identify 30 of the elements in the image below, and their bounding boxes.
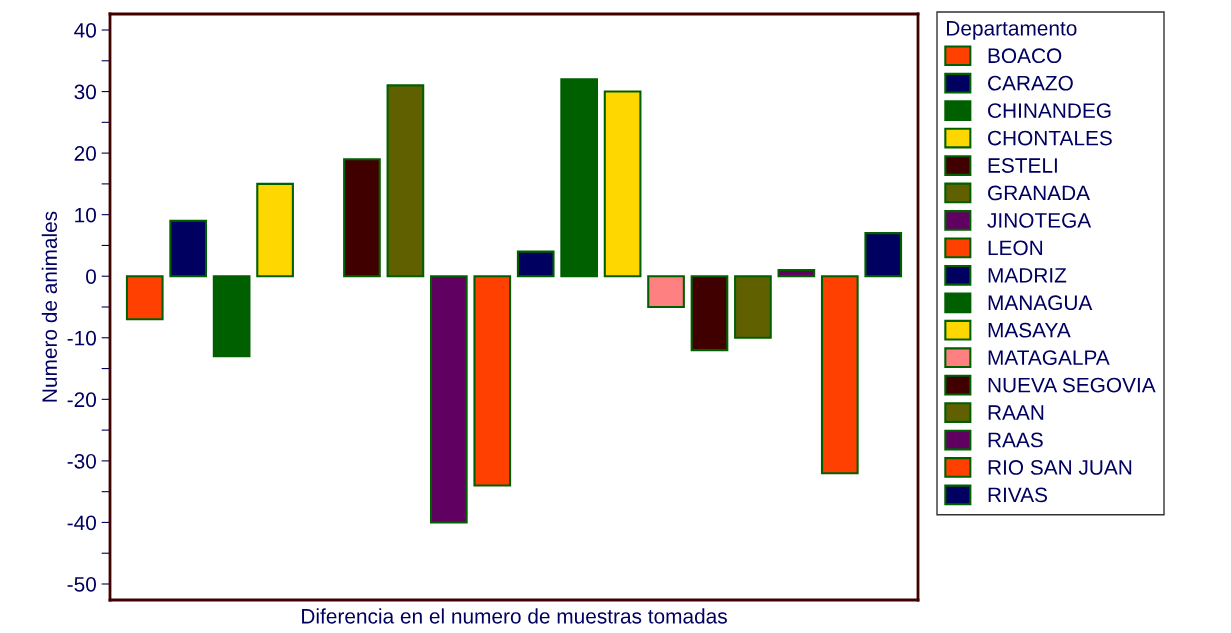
y-tick-label: 10 — [75, 207, 96, 223]
legend-label: JINOTEGA — [987, 213, 1092, 228]
legend-label: LEON — [988, 240, 1043, 256]
y-tick-label: 30 — [74, 84, 96, 100]
legend-label: ESTELI — [988, 158, 1057, 173]
legend-title: Departamento — [947, 21, 1077, 40]
legend-label: RAAN — [988, 405, 1044, 420]
legend-label: RIO SAN JUAN — [988, 460, 1132, 475]
y-tick-label: -40 — [67, 515, 96, 531]
legend-label: NUEVA SEGOVIA — [988, 377, 1156, 393]
legend-label: MATAGALPA — [988, 350, 1110, 366]
y-tick-label: -30 — [67, 453, 96, 469]
legend-label: RIVAS — [988, 487, 1048, 503]
legend-label: CHONTALES — [988, 130, 1112, 146]
legend-label: GRANADA — [988, 185, 1090, 201]
legend-label: CHINANDEG — [988, 103, 1111, 118]
y-tick-label: 0 — [86, 269, 96, 284]
x-axis-title: Diferencia en el numero de muestras tomadas — [302, 608, 727, 624]
legend-label: RAAS — [988, 432, 1043, 448]
legend-label: CARAZO — [988, 75, 1073, 91]
y-tick-label: 20 — [74, 146, 96, 161]
legend-label: MANAGUA — [988, 295, 1093, 311]
y-axis-title: Numero de animales — [41, 211, 58, 402]
y-tick-label: 40 — [74, 23, 96, 38]
y-tick-label: -50 — [67, 577, 96, 592]
legend-label: MASAYA — [988, 322, 1071, 338]
y-tick-label: -20 — [67, 392, 96, 408]
legend-label: MADRIZ — [988, 268, 1067, 283]
y-tick-label: -10 — [67, 330, 96, 346]
legend-label: BOACO — [988, 48, 1062, 64]
